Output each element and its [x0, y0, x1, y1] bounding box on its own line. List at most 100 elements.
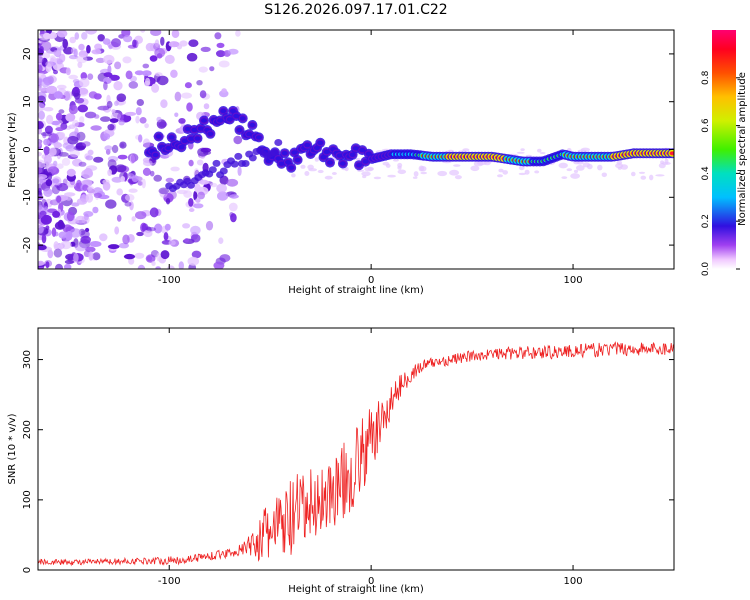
spectrogram-noise-blob	[74, 97, 85, 104]
spectrogram-noise-blob	[170, 69, 178, 79]
spectrogram-noise-blob	[103, 133, 111, 140]
spectrogram-noise-blob	[102, 181, 111, 191]
spectrogram-noise-blob	[218, 60, 230, 68]
spectrogram-noise-blob	[73, 48, 78, 58]
spectrogram-noise-blob	[78, 43, 85, 51]
spectrogram-noise-blob	[44, 229, 49, 235]
spectrogram-y-tick-label: -20	[22, 237, 33, 253]
spectrogram-noise-blob	[57, 30, 68, 38]
spectrogram-noise-blob	[163, 232, 169, 241]
spectrogram-faint-blob	[473, 161, 484, 167]
signal-track-inner	[304, 142, 311, 148]
spectrogram-noise-blob	[86, 44, 91, 54]
spectrogram-noise-blob	[38, 46, 44, 57]
snr-y-tick-label: 200	[22, 420, 33, 439]
spectrogram-faint-blob	[649, 174, 654, 181]
spectrogram-noise-blob	[164, 54, 175, 64]
spectrogram-noise-blob	[168, 240, 176, 246]
spectrogram-noise-blob	[38, 87, 47, 92]
spectrogram-faint-blob	[502, 170, 509, 175]
signal-track-inner	[323, 149, 330, 155]
spectrogram-faint-blob	[361, 171, 371, 177]
spectrogram-noise-blob	[145, 42, 155, 52]
spectrogram-noise-blob	[216, 183, 228, 193]
spectrogram-noise-blob	[56, 84, 67, 90]
spectrogram-noise-blob	[68, 74, 78, 80]
spectrogram-faint-blob	[413, 171, 419, 177]
spectrogram-faint-blob	[570, 173, 580, 179]
spectrogram-noise-blob	[233, 135, 243, 145]
spectrogram-noise-blob	[235, 30, 241, 37]
spectrogram-noise-blob	[82, 184, 89, 191]
spectrogram-noise-blob	[145, 227, 156, 232]
spectrogram-faint-blob	[462, 148, 470, 152]
spectrogram-noise-blob	[218, 237, 224, 244]
spectrogram-noise-blob	[38, 159, 46, 169]
spectrogram-noise-blob	[113, 81, 123, 91]
spectrogram-noise-blob	[47, 171, 53, 181]
signal-track-inner	[255, 135, 262, 140]
signal-ridge-blob	[241, 160, 250, 167]
spectrogram-noise-blob	[41, 234, 47, 244]
spectrogram-noise-blob	[69, 228, 82, 238]
spectrogram-noise-blob	[174, 91, 182, 102]
spectrogram-noise-blob	[58, 132, 66, 139]
spectrogram-noise-blob	[197, 180, 210, 185]
spectrogram-noise-blob	[107, 124, 115, 131]
signal-ridge-blob	[270, 149, 279, 156]
spectrogram-faint-blob	[537, 148, 542, 153]
spectrogram-noise-blob	[56, 163, 64, 169]
signal-ridge-blob	[274, 139, 283, 146]
signal-track-inner	[281, 151, 288, 156]
signal-track-inner	[291, 150, 298, 155]
signal-track-inner	[155, 134, 162, 139]
spectrogram-noise-blob	[195, 198, 201, 203]
spectrogram-noise-blob	[58, 109, 65, 114]
spectrogram-noise-blob	[54, 221, 66, 230]
spectrogram-noise-blob	[107, 244, 120, 250]
spectrogram-faint-blob	[362, 175, 367, 179]
spectrogram-noise-blob	[43, 32, 51, 40]
spectrogram-noise-blob	[77, 104, 89, 113]
spectrogram-y-tick-label: 20	[22, 48, 33, 61]
spectrogram-noise-blob	[135, 115, 140, 124]
spectrogram-noise-blob	[122, 234, 130, 245]
spectrogram-noise-blob	[117, 154, 128, 160]
spectrogram-noise-blob	[149, 170, 155, 177]
colorbar-tick-label: 0.2	[701, 214, 711, 228]
spectrogram-noise-blob	[95, 57, 106, 64]
spectrogram-noise-blob	[38, 56, 44, 64]
spectrogram-noise-blob	[48, 152, 55, 158]
snr-x-tick-label: 0	[368, 576, 374, 587]
spectrogram-noise-blob	[83, 211, 94, 217]
spectrogram-noise-blob	[38, 72, 46, 79]
spectrogram-noise-blob	[190, 233, 201, 243]
spectrogram-noise-blob	[102, 38, 111, 45]
spectrogram-noise-blob	[52, 210, 61, 218]
spectrogram-noise-blob	[123, 253, 136, 260]
spectrogram-noise-blob	[114, 100, 119, 106]
spectrogram-faint-blob	[358, 169, 364, 172]
spectrogram-noise-blob	[108, 74, 120, 81]
spectrogram-y-label: Frequency (Hz)	[7, 112, 18, 188]
spectrogram-noise-blob	[85, 155, 94, 161]
spectrogram-noise-blob	[164, 223, 171, 231]
spectrogram-faint-blob	[317, 169, 324, 174]
spectrogram-noise-blob	[205, 220, 214, 231]
spectrogram-noise-blob	[197, 191, 205, 200]
spectrogram-noise-blob	[38, 102, 46, 112]
signal-track-inner	[226, 117, 233, 122]
colorbar: 0.0 0.2 0.4 0.6 0.8 Normalized spectral ampl…	[701, 30, 748, 276]
spectrogram-x-label: Height of straight line (km)	[288, 285, 424, 296]
spectrogram-noise-blob	[137, 181, 144, 186]
spectrogram-noise-blob	[85, 193, 94, 203]
spectrogram-noise-blob	[62, 38, 68, 49]
spectrogram-faint-blob	[638, 171, 646, 174]
colorbar-tick-label: 0.8	[701, 70, 711, 85]
spectrogram-noise-blob	[199, 90, 207, 99]
snr-series-line	[38, 341, 674, 567]
signal-track-core	[669, 151, 674, 155]
spectrogram-faint-blob	[291, 173, 296, 178]
spectrogram-noise-blob	[149, 207, 159, 218]
spectrogram-noise-blob	[66, 181, 77, 188]
